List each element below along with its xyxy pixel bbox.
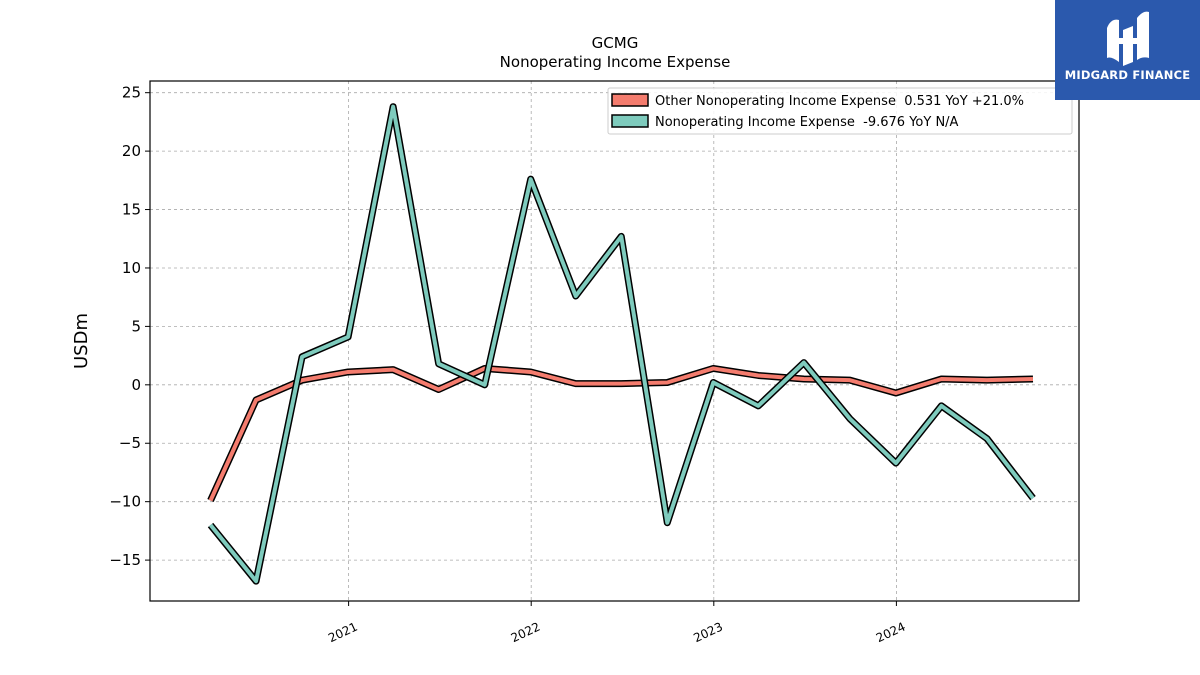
chart-subtitle: Nonoperating Income Expense — [500, 53, 731, 71]
data-point-other-nonoperating — [757, 374, 760, 377]
x-tick-label: 2022 — [509, 620, 543, 646]
x-tick-label: 2023 — [691, 620, 725, 646]
data-point-other-nonoperating — [529, 370, 532, 373]
data-point-other-nonoperating — [940, 377, 943, 380]
plot-lines — [207, 103, 1036, 585]
y-tick-label: 20 — [122, 142, 141, 160]
y-tick-label: 5 — [131, 317, 141, 335]
data-point-nonoperating — [209, 524, 212, 527]
data-point-nonoperating — [483, 383, 486, 386]
legend-swatch-nonop — [611, 114, 649, 128]
brand-logo: MIDGARD FINANCE — [1055, 0, 1200, 100]
data-point-other-nonoperating — [574, 382, 577, 385]
legend-box — [607, 87, 1073, 135]
data-point-other-nonoperating — [712, 367, 715, 370]
plot-frame — [149, 80, 1080, 602]
data-point-nonoperating — [255, 580, 258, 583]
data-point-nonoperating — [985, 437, 988, 440]
data-point-nonoperating — [392, 105, 395, 108]
y-tick-label: 10 — [122, 259, 141, 277]
x-tick-label: 2024 — [874, 620, 908, 646]
data-point-other-nonoperating — [255, 399, 258, 402]
brand-logo-text: MIDGARD FINANCE — [1064, 68, 1191, 82]
data-point-nonoperating — [848, 417, 851, 420]
data-point-nonoperating — [347, 335, 350, 338]
data-point-nonoperating — [757, 404, 760, 407]
series-line-other-nonoperating — [208, 366, 1034, 502]
data-point-nonoperating — [894, 462, 897, 465]
legend-label-other: Other Nonoperating Income Expense 0.531 … — [655, 94, 1024, 109]
y-tick-label: 0 — [131, 376, 141, 394]
data-point-other-nonoperating — [620, 382, 623, 385]
chart-title: GCMG — [592, 34, 639, 52]
data-point-nonoperating — [620, 235, 623, 238]
y-tick-label: 15 — [122, 201, 141, 219]
data-point-nonoperating — [301, 355, 304, 358]
data-point-nonoperating — [1031, 497, 1034, 500]
data-point-other-nonoperating — [209, 499, 212, 502]
data-point-nonoperating — [574, 295, 577, 298]
legend: Other Nonoperating Income Expense 0.531 … — [607, 87, 1073, 135]
data-point-other-nonoperating — [392, 368, 395, 371]
y-tick-label: −5 — [119, 434, 141, 452]
data-point-other-nonoperating — [894, 392, 897, 395]
data-point-other-nonoperating — [985, 379, 988, 382]
data-point-other-nonoperating — [437, 388, 440, 391]
data-point-other-nonoperating — [802, 377, 805, 380]
data-point-other-nonoperating — [666, 381, 669, 384]
y-tick-label: −15 — [109, 551, 141, 569]
brand-logo-icon — [1107, 11, 1149, 66]
x-tick-label: 2021 — [326, 620, 360, 646]
data-point-nonoperating — [802, 361, 805, 364]
legend-swatch-other — [611, 93, 649, 107]
data-point-nonoperating — [940, 404, 943, 407]
series-line-nonoperating — [208, 104, 1035, 584]
data-point-other-nonoperating — [347, 370, 350, 373]
x-axis: 2021 2022 2023 2024 — [326, 601, 908, 646]
y-axis-label: USDm — [71, 313, 92, 369]
data-point-nonoperating — [712, 381, 715, 384]
grid — [150, 81, 1079, 601]
y-axis: −15 −10 −5 0 5 10 15 20 25 — [109, 84, 150, 569]
data-point-nonoperating — [666, 521, 669, 524]
data-point-nonoperating — [437, 362, 440, 365]
y-tick-label: 25 — [122, 84, 141, 102]
y-tick-label: −10 — [109, 493, 141, 511]
data-point-other-nonoperating — [848, 379, 851, 382]
data-point-other-nonoperating — [1031, 377, 1034, 380]
data-point-nonoperating — [529, 178, 532, 181]
legend-label-nonop: Nonoperating Income Expense -9.676 YoY N… — [655, 115, 959, 130]
